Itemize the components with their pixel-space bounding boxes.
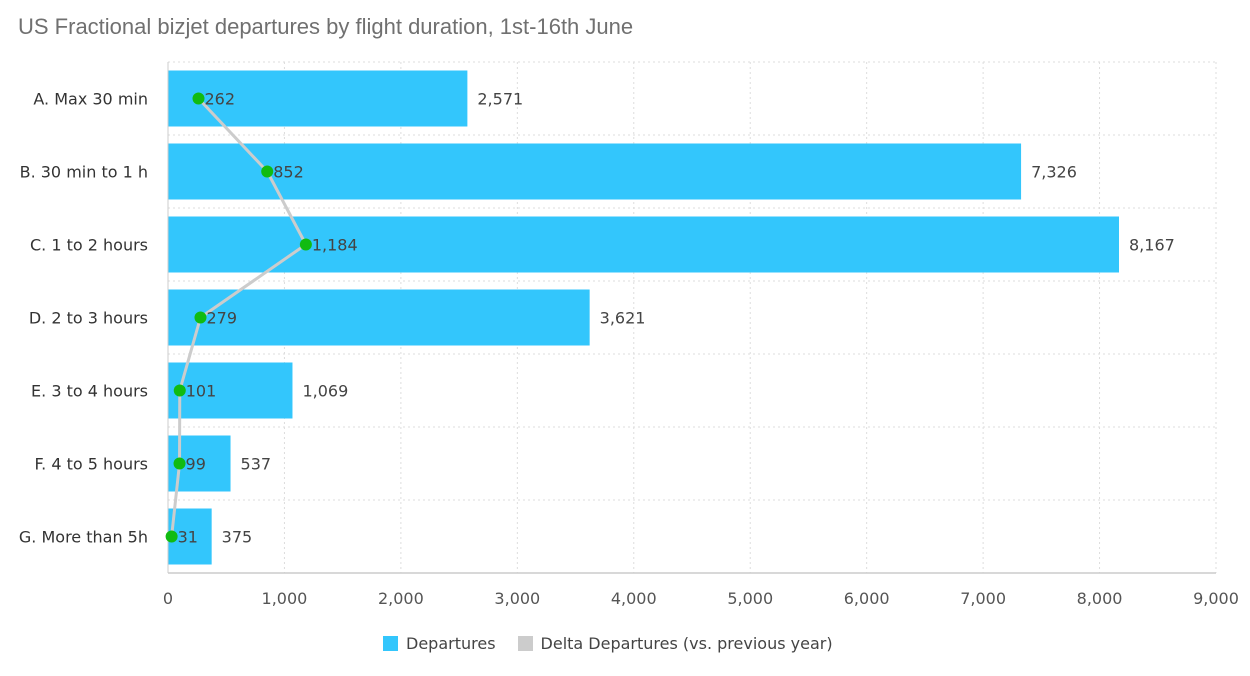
legend-label-delta: Delta Departures (vs. previous year) (540, 634, 833, 653)
delta-marker (261, 165, 274, 178)
bar-value-label: 3,621 (600, 309, 646, 328)
category-label: B. 30 min to 1 h (20, 163, 148, 182)
x-tick-label: 6,000 (844, 589, 890, 608)
category-label: D. 2 to 3 hours (29, 309, 148, 328)
category-label: E. 3 to 4 hours (31, 382, 148, 401)
delta-marker (192, 92, 205, 105)
delta-value-label: 31 (178, 528, 198, 547)
x-tick-label: 3,000 (494, 589, 540, 608)
bar-value-label: 8,167 (1129, 236, 1175, 255)
delta-marker (173, 384, 186, 397)
bar-value-label: 375 (222, 528, 253, 547)
delta-value-label: 262 (205, 90, 236, 109)
legend: Departures Delta Departures (vs. previou… (383, 634, 855, 653)
bar (168, 289, 590, 346)
x-tick-label: 8,000 (1077, 589, 1123, 608)
x-tick-label: 0 (163, 589, 173, 608)
category-label: A. Max 30 min (33, 90, 148, 109)
legend-swatch-departures (383, 636, 398, 651)
delta-marker (299, 238, 312, 251)
legend-item-delta-departures[interactable]: Delta Departures (vs. previous year) (517, 634, 833, 653)
delta-marker (165, 530, 178, 543)
legend-item-departures[interactable]: Departures (383, 634, 496, 653)
delta-value-label: 852 (273, 163, 304, 182)
category-label: C. 1 to 2 hours (30, 236, 148, 255)
delta-marker (194, 311, 207, 324)
bar (168, 216, 1120, 273)
x-tick-label: 7,000 (960, 589, 1006, 608)
category-label: F. 4 to 5 hours (35, 455, 148, 474)
bar (168, 143, 1022, 200)
x-tick-label: 1,000 (262, 589, 308, 608)
category-label: G. More than 5h (19, 528, 148, 547)
delta-value-label: 99 (186, 455, 206, 474)
bar (168, 362, 293, 419)
bar-value-label: 7,326 (1031, 163, 1077, 182)
x-tick-label: 5,000 (727, 589, 773, 608)
x-tick-label: 4,000 (611, 589, 657, 608)
bar-value-label: 2,571 (477, 90, 523, 109)
delta-value-label: 101 (186, 382, 217, 401)
x-tick-label: 2,000 (378, 589, 424, 608)
delta-marker (173, 457, 186, 470)
bar-value-label: 1,069 (302, 382, 348, 401)
x-tick-label: 9,000 (1193, 589, 1239, 608)
delta-value-label: 1,184 (312, 236, 358, 255)
legend-swatch-delta (517, 636, 533, 651)
bar-value-label: 537 (241, 455, 272, 474)
delta-value-label: 279 (206, 309, 237, 328)
chart-title: US Fractional bizjet departures by fligh… (18, 14, 634, 39)
legend-label-departures: Departures (406, 634, 496, 653)
